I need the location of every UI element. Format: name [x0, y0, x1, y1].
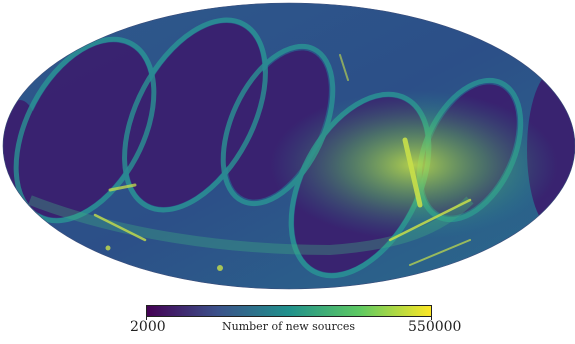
colorbar-min-label: 2000 — [130, 319, 166, 335]
hotspots — [93, 54, 472, 271]
colorbar-gradient — [146, 305, 432, 317]
hotspot-bottom-left — [105, 245, 111, 251]
colorbar: 2000 Number of new sources 550000 — [0, 300, 575, 344]
streak-top — [339, 54, 349, 81]
colorbar-tick-max — [431, 316, 432, 320]
streak-lower-left — [93, 213, 147, 242]
map-outline — [2, 2, 575, 290]
colorbar-tick-min — [146, 316, 147, 320]
colorbar-title: Number of new sources — [222, 320, 356, 333]
hotspot-bottom — [217, 265, 223, 271]
colorbar-max-label: 550000 — [408, 319, 462, 335]
bulge-glow — [3, 3, 575, 289]
hotspot-bulge — [402, 137, 423, 208]
sky-map — [2, 2, 575, 290]
sky-map-svg — [2, 2, 575, 290]
streak-lower-right — [388, 198, 472, 242]
streak-bottom-right — [409, 239, 471, 266]
streak-left — [108, 183, 137, 192]
